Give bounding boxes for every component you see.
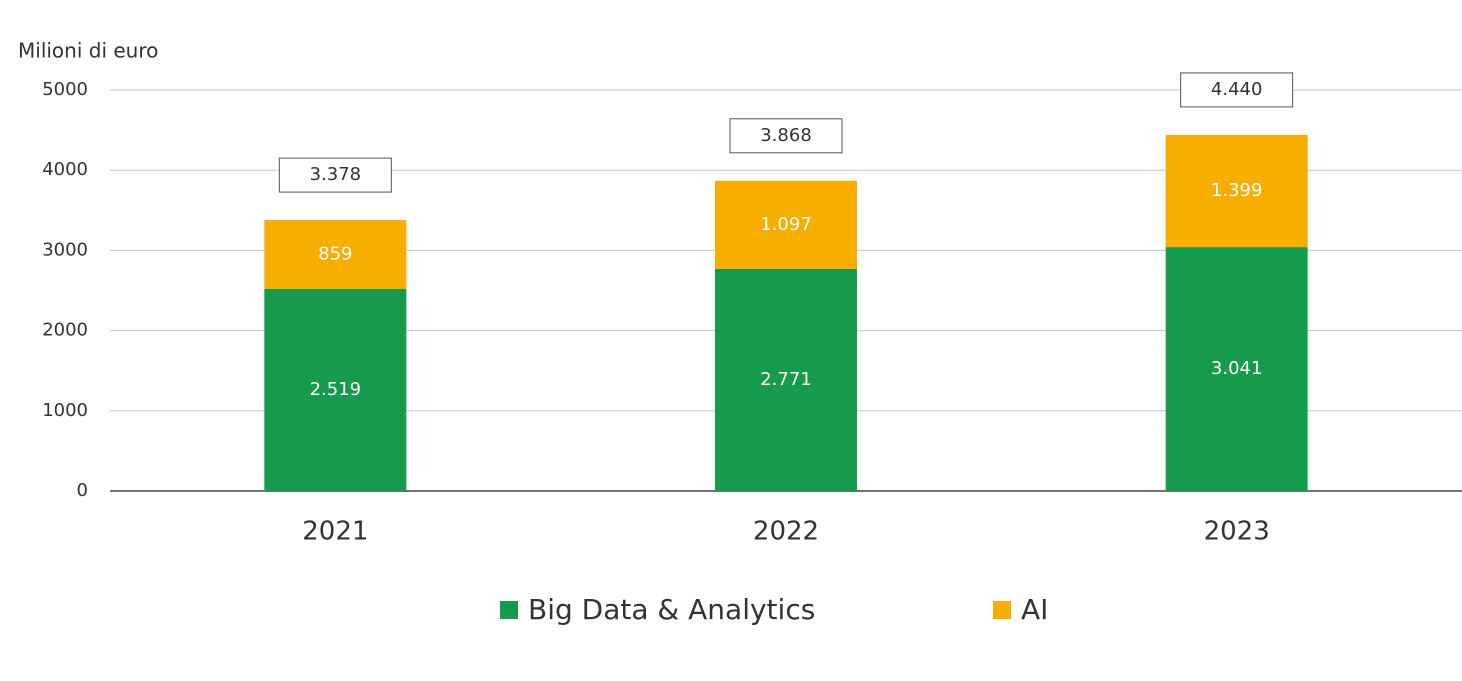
total-label: 3.378 xyxy=(310,164,362,185)
y-tick-label: 0 xyxy=(77,480,88,501)
total-label: 3.868 xyxy=(760,125,812,146)
legend-label: Big Data & Analytics xyxy=(528,593,815,626)
total-box xyxy=(278,157,392,193)
total-box xyxy=(729,118,843,154)
value-label: 1.097 xyxy=(760,214,812,235)
value-label: 1.399 xyxy=(1211,180,1263,201)
legend-swatch xyxy=(500,601,518,619)
y-tick-label: 4000 xyxy=(42,159,88,180)
y-axis-label: Milioni di euro xyxy=(18,39,158,63)
value-label: 2.519 xyxy=(310,379,362,400)
legend-swatch xyxy=(993,601,1011,619)
x-tick-label: 2022 xyxy=(753,517,819,547)
bar-segment xyxy=(264,220,407,289)
x-tick-label: 2023 xyxy=(1204,517,1270,547)
y-tick-label: 3000 xyxy=(42,239,88,260)
bar-segment xyxy=(1165,247,1308,491)
bar-segment xyxy=(715,268,857,491)
bar-segment xyxy=(264,288,407,491)
y-tick-label: 1000 xyxy=(42,400,88,421)
x-tick-label: 2021 xyxy=(302,517,368,547)
total-box xyxy=(1180,72,1294,108)
bar-segment xyxy=(715,180,857,269)
total-label: 4.440 xyxy=(1211,79,1263,100)
value-label: 859 xyxy=(318,244,352,265)
value-label: 2.771 xyxy=(760,369,812,390)
bar-segment xyxy=(1165,134,1308,248)
legend-label: AI xyxy=(1021,593,1048,626)
y-tick-label: 5000 xyxy=(42,79,88,100)
y-tick-label: 2000 xyxy=(42,320,88,341)
value-label: 3.041 xyxy=(1211,358,1263,379)
